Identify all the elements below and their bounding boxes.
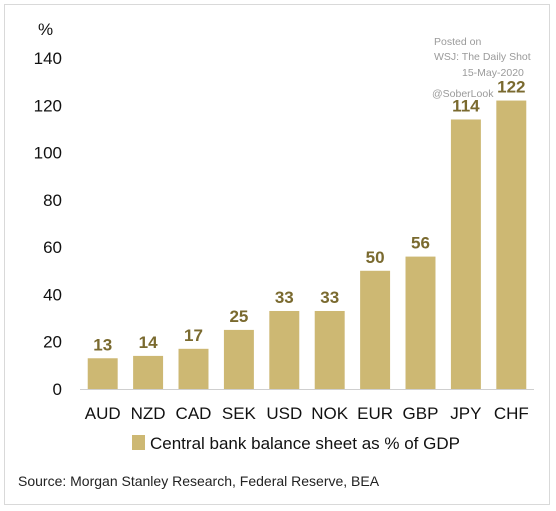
x-tick-label-sek: SEK [222,404,257,423]
data-label-jpy: 114 [452,96,480,115]
bars [87,100,527,390]
data-label-nok: 33 [320,288,339,307]
watermark-line-1: Posted on [434,36,481,48]
bar-chf [496,100,527,390]
y-tick-label: 140 [34,49,62,68]
x-tick-label-cad: CAD [176,404,212,423]
legend-swatch [132,435,145,450]
bar-nok [314,310,345,389]
x-tick-label-nok: NOK [311,404,349,423]
data-label-aud: 13 [93,335,112,354]
source-note: Source: Morgan Stanley Research, Federal… [18,473,380,489]
x-tick-label-aud: AUD [85,404,121,423]
bar-nzd [133,355,164,389]
bar-sek [223,329,254,389]
x-tick-label-nzd: NZD [131,404,166,423]
data-label-usd: 33 [275,288,294,307]
watermark-line-4: @SoberLook [432,88,494,100]
y-tick-label: 120 [34,96,62,115]
bar-aud [87,358,118,389]
bar-usd [269,310,300,389]
x-tick-label-chf: CHF [494,404,529,423]
x-tick-label-jpy: JPY [450,404,481,423]
y-tick-label: 0 [53,380,62,399]
y-tick-label: 60 [43,238,62,257]
watermark: Posted on WSJ: The Daily Shot 15-May-202… [432,36,531,100]
data-labels: 13 14 17 25 33 33 50 56 114 122 [93,78,525,355]
y-axis: 0 20 40 60 80 100 120 140 [34,49,62,399]
bar-cad [178,348,209,389]
y-tick-label: 100 [34,144,62,163]
legend-label: Central bank balance sheet as % of GDP [150,434,460,453]
bar-gbp [405,256,436,389]
y-unit-label: % [38,20,53,39]
data-label-nzd: 14 [139,333,158,352]
x-tick-label-eur: EUR [357,404,393,423]
x-tick-label-usd: USD [266,404,302,423]
y-tick-label: 40 [43,285,62,304]
legend: Central bank balance sheet as % of GDP [132,434,460,453]
data-label-sek: 25 [229,307,248,326]
x-axis: AUD NZD CAD SEK USD NOK EUR GBP JPY CHF [85,404,529,423]
watermark-line-3: 15-May-2020 [462,67,524,79]
data-label-cad: 17 [184,326,203,345]
y-tick-label: 80 [43,191,62,210]
x-tick-label-gbp: GBP [403,404,439,423]
data-label-eur: 50 [366,248,385,267]
data-label-chf: 122 [497,78,525,97]
bar-jpy [450,119,481,389]
watermark-line-2: WSJ: The Daily Shot [434,51,531,63]
data-label-gbp: 56 [411,234,430,253]
bar-eur [360,270,391,389]
y-tick-label: 20 [43,333,62,352]
